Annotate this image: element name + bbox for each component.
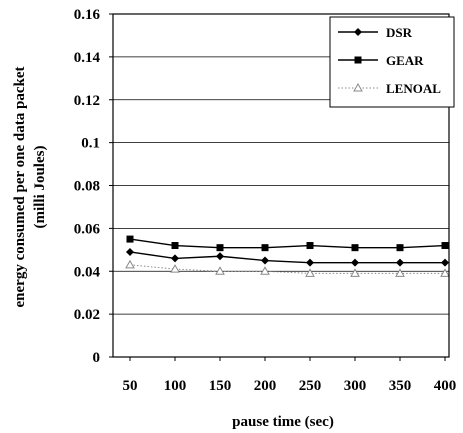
y-tick-label: 0.08 [74,179,100,195]
data-point-gear [351,244,359,252]
plot-frame [112,13,450,358]
legend-marker-gear [354,56,362,64]
legend: DSR GEAR LENOAL [329,16,455,108]
x-tick-label: 350 [389,378,412,394]
series-layer [125,235,450,277]
y-tick-label: 0.1 [81,136,100,152]
data-point-gear [126,235,134,243]
data-point-dsr [441,258,449,267]
y-tick-label: 0 [93,350,101,366]
y-tick-label: 0.04 [74,264,101,280]
gridlines [113,56,449,315]
data-point-lenoal [305,268,315,277]
x-axis-ticks: 50 100 150 200 250 300 350 400 [123,357,457,394]
data-point-gear [306,242,314,250]
y-tick-label: 0.12 [74,93,100,109]
data-point-gear [441,242,449,250]
data-point-gear [261,244,269,252]
data-point-lenoal [260,266,270,275]
y-axis-title-line1: energy consumed per one data packet [12,67,28,308]
x-tick-label: 50 [123,378,138,394]
legend-marker-lenoal [353,82,363,92]
series-line-gear [129,238,446,249]
data-point-dsr [396,258,404,267]
x-tick-label: 200 [254,378,277,394]
data-point-lenoal [395,268,405,277]
legend-label-lenoal: LENOAL [386,81,441,96]
data-point-lenoal [170,264,180,273]
legend-marker-dsr [354,28,362,36]
x-tick-label: 400 [434,378,457,394]
data-point-lenoal [350,268,360,277]
data-point-lenoal [215,266,225,275]
data-point-dsr [261,256,269,265]
data-point-gear [171,242,179,250]
y-tick-label: 0.14 [74,50,101,66]
data-point-gear [216,244,224,252]
data-point-gear [396,244,404,252]
x-axis-title: pause time (sec) [232,414,334,430]
series-line-lenoal [129,264,445,274]
data-point-lenoal [125,259,135,269]
legend-label-gear: GEAR [386,53,424,68]
data-point-lenoal [440,268,450,277]
y-tick-label: 0.06 [74,221,101,237]
y-tick-label: 0.02 [74,307,100,323]
data-point-dsr [216,252,224,261]
x-tick-label: 250 [299,378,322,394]
data-point-dsr [351,258,359,267]
data-point-dsr [126,247,134,256]
legend-label-dsr: DSR [386,25,413,40]
y-axis-ticks: 0 0.02 0.04 0.06 0.08 0.1 0.12 0.14 0.16 [74,7,113,366]
x-tick-label: 300 [344,378,367,394]
x-tick-label: 100 [164,378,187,394]
data-point-dsr [306,258,314,267]
series-line-dsr [129,251,445,264]
y-tick-label: 0.16 [74,7,101,23]
x-tick-label: 150 [209,378,232,394]
data-point-dsr [171,254,179,263]
y-axis-title-line2: (milli Joules) [32,146,48,229]
